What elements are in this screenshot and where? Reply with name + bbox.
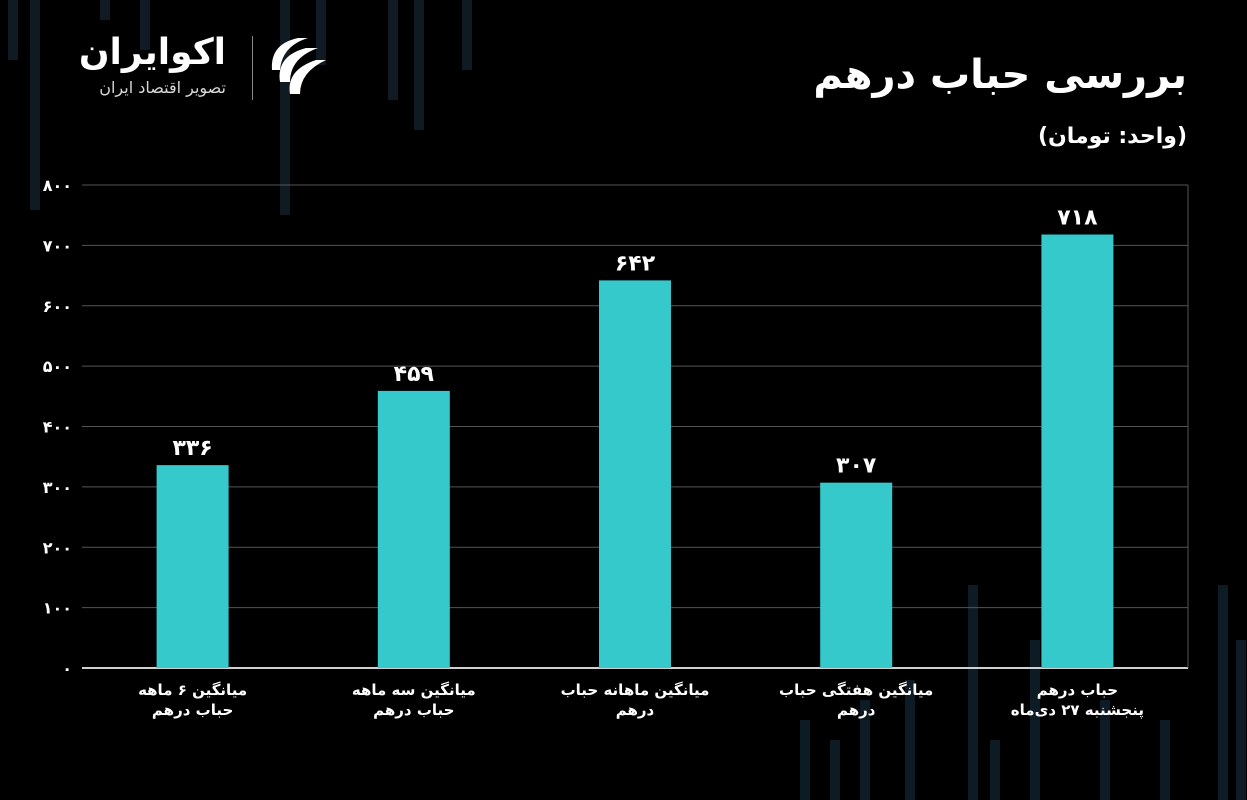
logo-divider xyxy=(252,36,253,100)
x-category-label: میانگین ۶ ماهه حباب درهم xyxy=(138,681,248,719)
y-tick-label: ۶۰۰ xyxy=(43,297,72,316)
decor-candle xyxy=(1160,720,1170,800)
x-category-label: حباب درهم پنجشنبه ۲۷ دی‌ماه xyxy=(1010,681,1144,719)
decor-candle xyxy=(414,0,424,130)
bar-value-label: ۳۳۶ xyxy=(172,436,212,461)
bar-value-label: ۳۰۷ xyxy=(836,454,877,479)
x-category-label: میانگین ماهانه حباب درهم xyxy=(560,681,710,719)
bar xyxy=(156,465,229,668)
y-tick-label: ۸۰۰ xyxy=(43,176,72,195)
decor-candle xyxy=(316,0,326,65)
x-category-label: میانگین هفتگی حباب درهم xyxy=(779,681,934,719)
decor-candle xyxy=(30,0,40,210)
logo-tagline: تصویر اقتصاد ایران xyxy=(99,78,226,97)
decor-candle xyxy=(1030,640,1040,800)
bar-value-label: ۴۵۹ xyxy=(394,362,434,387)
decor-candle xyxy=(1218,585,1228,800)
y-tick-label: ۲۰۰ xyxy=(43,538,72,557)
decor-candle xyxy=(8,0,18,60)
decor-candle xyxy=(905,680,915,800)
y-tick-label: ۷۰۰ xyxy=(43,236,72,255)
decor-candle xyxy=(860,700,870,800)
decor-candle xyxy=(968,585,978,800)
bar xyxy=(377,390,450,668)
decor-candle xyxy=(1100,700,1110,800)
decor-candle xyxy=(100,0,110,20)
bar-value-label: ۶۴۲ xyxy=(615,251,656,276)
brand-logo: اکوایران تصویر اقتصاد ایران xyxy=(40,30,326,110)
decor-candle xyxy=(800,720,810,800)
bar-value-label: ۷۱۸ xyxy=(1057,206,1098,231)
y-tick-label: ۳۰۰ xyxy=(43,478,72,497)
y-tick-label: ۰ xyxy=(62,659,72,678)
decor-candle xyxy=(140,0,150,50)
decor-candle xyxy=(280,0,290,215)
bar xyxy=(599,280,671,668)
bar xyxy=(1041,234,1114,668)
decor-candle xyxy=(1236,640,1246,800)
bar xyxy=(820,482,893,668)
unit-label: (واحد: تومان) xyxy=(1037,124,1187,149)
x-category-label: میانگین سه ماهه حباب درهم xyxy=(351,681,476,719)
page-title: بررسی حباب درهم xyxy=(813,52,1187,98)
decor-candle xyxy=(990,740,1000,800)
decor-candle xyxy=(462,0,472,70)
logo-name: اکوایران xyxy=(78,32,226,73)
decor-candle xyxy=(830,740,840,800)
ecoiran-logo-icon xyxy=(271,38,326,94)
y-tick-label: ۵۰۰ xyxy=(43,357,72,376)
y-tick-label: ۱۰۰ xyxy=(43,599,72,618)
decor-candle xyxy=(388,0,398,100)
y-tick-label: ۴۰۰ xyxy=(43,418,72,437)
